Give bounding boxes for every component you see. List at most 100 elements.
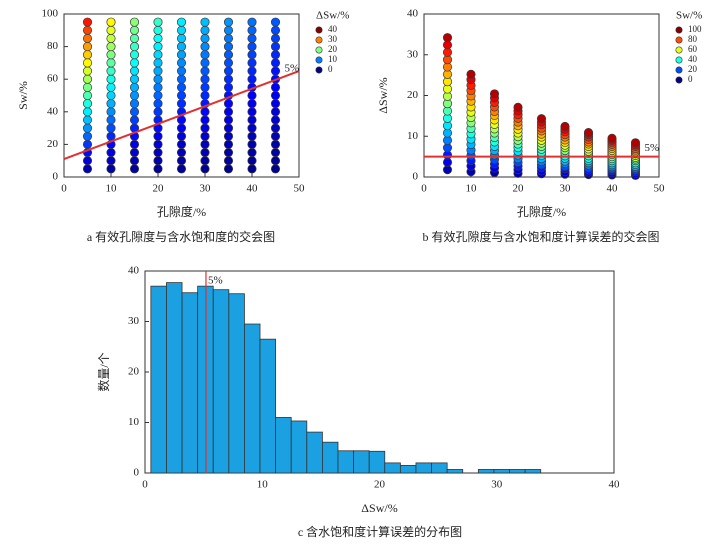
point: [200, 58, 210, 68]
point: [270, 123, 281, 133]
point: [176, 99, 187, 109]
point: [106, 156, 116, 166]
point: [200, 115, 210, 125]
point: [270, 156, 281, 166]
point: [270, 82, 281, 92]
point: [270, 148, 281, 158]
point: [223, 123, 234, 133]
point: [176, 74, 187, 84]
point: [200, 17, 210, 27]
point: [200, 164, 210, 174]
point: [106, 99, 116, 109]
line-label: 5%: [208, 275, 223, 287]
point: [106, 123, 116, 133]
point: [536, 114, 547, 124]
point: [270, 17, 281, 27]
point: [247, 42, 257, 52]
point: [200, 66, 210, 76]
bar: [321, 441, 339, 474]
point: [129, 66, 140, 76]
point: [247, 50, 257, 60]
point: [247, 66, 257, 76]
line-label: 5%: [285, 63, 300, 75]
point: [247, 139, 257, 149]
point: [270, 25, 281, 35]
y-tick-label: 100: [42, 8, 59, 20]
point: [247, 148, 257, 158]
point: [176, 90, 187, 101]
point: [270, 115, 281, 125]
x-tick-label: 0: [421, 183, 427, 195]
legend-swatch: [315, 26, 323, 34]
point: [223, 50, 234, 60]
legend-swatch: [315, 66, 323, 74]
x-tick-label: 20: [513, 183, 525, 195]
point: [129, 17, 140, 27]
point: [153, 156, 163, 166]
legend-label: 60: [688, 44, 698, 54]
point: [200, 33, 210, 43]
x-axis-label: ΔSw/%: [361, 501, 397, 515]
point: [223, 115, 234, 125]
bar: [399, 465, 417, 474]
point: [82, 25, 93, 35]
point: [106, 131, 116, 141]
point: [106, 90, 116, 101]
point: [82, 107, 93, 117]
point: [223, 99, 234, 109]
point: [129, 107, 140, 117]
point: [607, 133, 617, 143]
point: [129, 58, 140, 68]
y-tick-label: 10: [128, 416, 140, 428]
point: [442, 33, 453, 43]
legend-label: 80: [688, 34, 698, 44]
caption: c 含水饱和度计算误差的分布图: [298, 524, 462, 539]
point: [129, 82, 140, 92]
legend-title: ΔSw/%: [316, 10, 349, 22]
legend-label: 0: [688, 74, 693, 84]
point: [82, 131, 93, 141]
point: [153, 107, 163, 117]
legend-label: 40: [328, 24, 338, 34]
legend-swatch: [675, 56, 683, 64]
point: [223, 156, 234, 166]
point: [270, 33, 281, 43]
point: [270, 139, 281, 149]
point: [270, 42, 281, 52]
point: [270, 131, 281, 141]
caption: b 有效孔隙度与含水饱和度计算误差的交会图: [422, 229, 659, 244]
point: [129, 42, 140, 52]
point: [176, 42, 187, 52]
point: [106, 50, 116, 60]
bar: [212, 289, 230, 474]
bar: [353, 450, 370, 474]
x-tick-label: 0: [142, 479, 148, 491]
point: [270, 58, 281, 68]
point: [82, 74, 93, 84]
point: [106, 115, 116, 125]
point: [129, 148, 140, 158]
x-tick-label: 50: [654, 183, 666, 195]
y-tick-label: 40: [407, 8, 419, 20]
point: [560, 121, 570, 132]
point: [200, 156, 210, 166]
bar: [306, 431, 323, 474]
legend-label: 30: [328, 34, 338, 44]
point: [82, 156, 93, 166]
point: [129, 90, 140, 101]
point: [153, 17, 163, 27]
point: [630, 138, 641, 148]
point: [223, 74, 234, 84]
point: [82, 123, 93, 133]
point: [247, 99, 257, 109]
point: [106, 25, 116, 35]
bar: [384, 462, 401, 474]
x-tick-label: 30: [560, 183, 572, 195]
point: [223, 131, 234, 141]
point: [129, 50, 140, 60]
y-axis-label: ΔSw/%: [376, 77, 390, 113]
y-tick-label: 10: [407, 130, 419, 142]
point: [247, 131, 257, 141]
point: [106, 107, 116, 117]
